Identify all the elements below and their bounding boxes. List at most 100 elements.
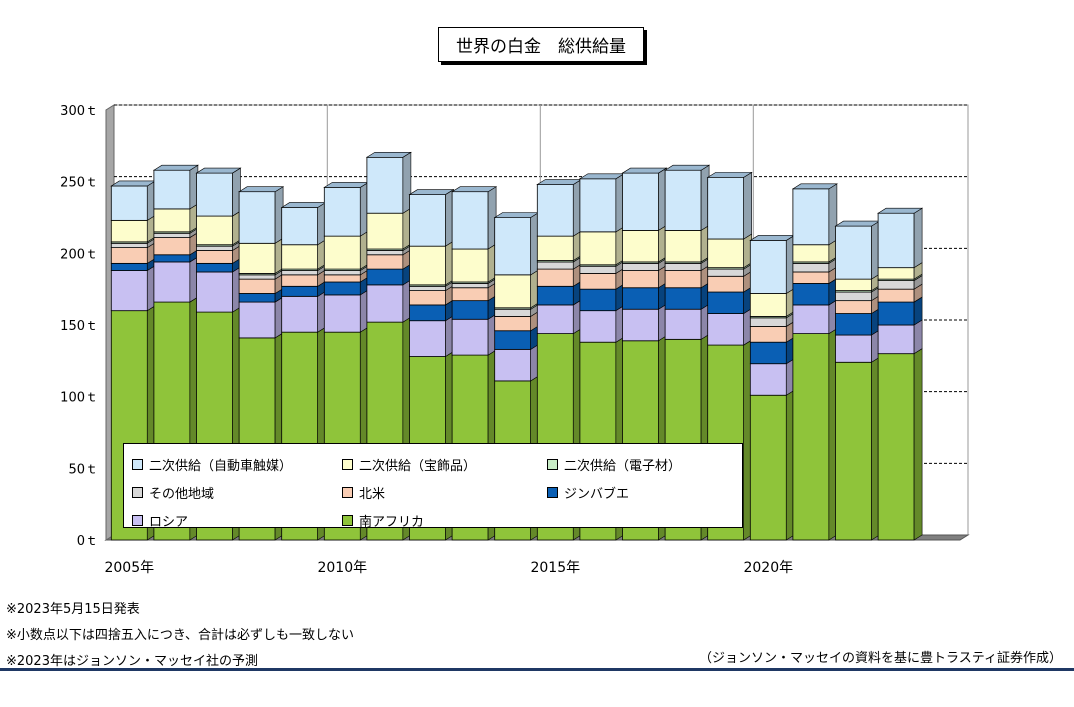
bar-top bbox=[834, 220, 881, 227]
bar-segment bbox=[664, 229, 702, 263]
bar-segment bbox=[451, 248, 489, 283]
bar-segment bbox=[110, 242, 148, 249]
bar-top bbox=[877, 207, 924, 214]
bar-segment bbox=[835, 291, 872, 302]
bar-segment bbox=[622, 172, 659, 231]
bar-segment bbox=[451, 191, 489, 250]
bar-top bbox=[493, 212, 540, 218]
bar-segment bbox=[494, 315, 532, 332]
bar-segment bbox=[238, 301, 276, 339]
bar-segment bbox=[494, 308, 532, 317]
bar-segment bbox=[792, 304, 830, 334]
bar-segment bbox=[110, 219, 148, 243]
bar-segment bbox=[323, 281, 361, 296]
chart-legend: 二次供給（自動車触媒） 二次供給（宝飾品） 二次供給（電子材） その他地域 北米 ジンバブ… bbox=[123, 443, 743, 530]
bar-2008年 bbox=[238, 186, 285, 541]
bar-segment bbox=[196, 215, 233, 246]
bar-segment bbox=[707, 268, 745, 277]
bar-segment bbox=[110, 262, 148, 271]
bar-segment bbox=[835, 334, 872, 363]
legend-swatch bbox=[132, 458, 143, 470]
bar-top bbox=[621, 167, 668, 174]
legend-item: 二次供給（宝飾品） bbox=[342, 450, 547, 478]
bar-segment bbox=[153, 261, 191, 303]
x-tick-label: 2005年 bbox=[104, 560, 154, 576]
bar-2019年 bbox=[706, 171, 753, 541]
legend-item: 二次供給（電子材） bbox=[547, 450, 737, 478]
bar-segment bbox=[664, 270, 702, 289]
footnote-release-date: ※2023年5月15日発表 bbox=[6, 602, 140, 617]
legend-item: ジンバブエ bbox=[547, 478, 737, 506]
bar-top bbox=[323, 182, 370, 188]
bar-segment bbox=[877, 301, 915, 326]
bar-segment bbox=[877, 212, 915, 269]
bar-segment bbox=[153, 237, 191, 256]
bar-segment bbox=[792, 271, 830, 284]
bar-segment bbox=[792, 333, 830, 541]
legend-label: 二次供給（宝飾品） bbox=[359, 458, 477, 474]
bar-segment bbox=[792, 283, 830, 306]
bar-segment bbox=[707, 275, 745, 293]
bar-segment-side bbox=[913, 207, 923, 269]
bar-segment bbox=[749, 326, 787, 343]
bar-segment bbox=[409, 285, 446, 291]
bar-segment bbox=[281, 295, 319, 333]
footnote-rounding: ※小数点以下は四捨五入につき、合計は必ずしも一致しない bbox=[6, 628, 354, 643]
bar-top bbox=[749, 235, 796, 241]
bar-segment bbox=[366, 250, 404, 256]
bar-segment bbox=[877, 267, 915, 280]
bar-segment bbox=[110, 247, 148, 264]
bar-segment bbox=[153, 232, 191, 238]
x-tick-label: 2020年 bbox=[743, 560, 793, 576]
y-tick-label: 200ｔ bbox=[60, 247, 98, 262]
bar-segment bbox=[749, 341, 787, 365]
bar-2022年 bbox=[834, 220, 881, 541]
bar-segment bbox=[622, 308, 659, 342]
bar-top bbox=[110, 180, 157, 187]
bar-segment bbox=[877, 288, 915, 303]
bar-segment bbox=[536, 235, 574, 261]
bar-segment bbox=[749, 317, 787, 327]
bar-segment bbox=[835, 278, 872, 291]
chart-title: 世界の白金 総供給量 bbox=[438, 27, 644, 62]
bar-segment-side bbox=[743, 171, 753, 240]
source-credit: （ジョンソン・マッセイの資料を基に豊トラスティ証券作成） bbox=[699, 651, 1062, 666]
bar-segment bbox=[877, 324, 915, 355]
legend-label: ロシア bbox=[149, 514, 189, 530]
bar-top bbox=[152, 164, 199, 171]
bar-segment bbox=[664, 287, 702, 310]
bar-segment bbox=[494, 348, 532, 382]
bar-top bbox=[664, 164, 711, 171]
bar-segment bbox=[579, 265, 617, 274]
bar-segment-side bbox=[913, 319, 923, 355]
bar-segment bbox=[835, 300, 872, 314]
bar-segment bbox=[366, 284, 404, 323]
bar-segment bbox=[579, 231, 617, 266]
legend-item: 南アフリカ bbox=[342, 506, 547, 534]
bar-top bbox=[365, 152, 412, 158]
y-tick-label: 0ｔ bbox=[77, 534, 98, 549]
bar-segment bbox=[153, 208, 191, 233]
bar-top bbox=[536, 179, 583, 185]
legend-item: 二次供給（自動車触媒） bbox=[132, 450, 342, 478]
bar-segment bbox=[366, 268, 404, 286]
bar-segment bbox=[238, 274, 276, 280]
bar-segment bbox=[110, 185, 148, 221]
bar-segment bbox=[281, 274, 319, 287]
legend-item: ロシア bbox=[132, 506, 342, 534]
legend-swatch bbox=[547, 458, 558, 470]
bar-segment bbox=[153, 169, 191, 210]
bar-segment bbox=[536, 304, 574, 334]
bar-segment bbox=[196, 172, 233, 217]
bar-segment bbox=[409, 194, 446, 247]
bar-segment bbox=[366, 212, 404, 250]
bottom-rule bbox=[0, 668, 1074, 671]
bar-segment bbox=[238, 278, 276, 294]
bar-segment bbox=[749, 240, 787, 294]
legend-swatch bbox=[342, 458, 353, 470]
bar-segment bbox=[749, 394, 787, 541]
x-tick-label: 2015年 bbox=[530, 560, 580, 576]
y-tick-label: 150ｔ bbox=[60, 319, 98, 334]
bar-segment bbox=[664, 169, 702, 231]
bar-segment bbox=[749, 293, 787, 317]
